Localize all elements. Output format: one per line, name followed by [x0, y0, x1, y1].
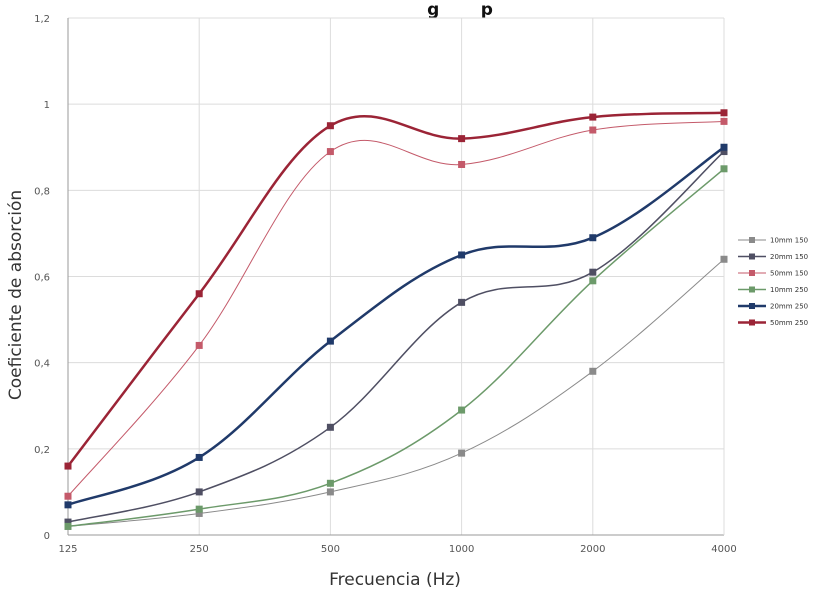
chart-title: g p	[427, 0, 493, 20]
data-point-10mm-250	[196, 506, 203, 513]
legend-label-10mm-150: 10mm 150	[770, 237, 808, 245]
x-tick-label: 125	[58, 544, 77, 555]
data-point-50mm-250	[327, 122, 334, 129]
series-line-10mm-250	[68, 169, 724, 527]
data-point-50mm-150	[65, 493, 72, 500]
legend-swatch-marker-20mm-150	[749, 254, 755, 260]
legend-label-20mm-150: 20mm 150	[770, 253, 808, 261]
y-tick-label: 1	[44, 100, 50, 111]
data-point-50mm-150	[589, 127, 596, 134]
y-axis-label: Coeficiente de absorción	[6, 190, 26, 400]
legend-label-50mm-250: 50mm 250	[770, 319, 808, 327]
data-point-10mm-150	[589, 368, 596, 375]
legend-swatch-marker-20mm-250	[749, 303, 755, 309]
data-point-50mm-150	[458, 161, 465, 168]
legend-swatch-marker-50mm-250	[749, 320, 755, 326]
data-point-10mm-250	[65, 523, 72, 530]
data-point-20mm-150	[196, 488, 203, 495]
y-tick-label: 1,2	[34, 14, 50, 25]
x-tick-label: 250	[190, 544, 209, 555]
legend-swatch-marker-10mm-150	[749, 237, 755, 243]
y-tick-label: 0,4	[34, 359, 50, 370]
x-tick-label: 2000	[580, 544, 605, 555]
data-point-10mm-250	[721, 165, 728, 172]
x-tick-label: 1000	[449, 544, 474, 555]
data-point-20mm-150	[458, 299, 465, 306]
data-point-50mm-150	[196, 342, 203, 349]
tick-labels: 0 0,2 0,4 0,6 0,8 1 1,2 125 250 500 1000 2000 4000	[34, 14, 737, 555]
series-lines	[65, 109, 728, 530]
x-tick-label: 4000	[711, 544, 736, 555]
legend-label-50mm-150: 50mm 150	[770, 270, 808, 278]
data-point-10mm-150	[458, 450, 465, 457]
legend-label-20mm-250: 20mm 250	[770, 303, 808, 311]
data-point-10mm-150	[721, 256, 728, 263]
legend-swatch-marker-50mm-150	[749, 270, 755, 276]
data-point-50mm-250	[721, 109, 728, 116]
y-tick-label: 0,6	[34, 273, 50, 284]
x-tick-label: 500	[321, 544, 340, 555]
legend: 10mm 150 20mm 150 50mm 150 10mm 250 20mm 250…	[738, 237, 808, 328]
grid	[68, 18, 724, 535]
data-point-50mm-250	[196, 290, 203, 297]
data-point-10mm-250	[458, 407, 465, 414]
data-point-20mm-250	[721, 144, 728, 151]
y-tick-label: 0,2	[34, 445, 50, 456]
series-line-50mm-150	[68, 121, 724, 496]
data-point-20mm-250	[589, 234, 596, 241]
data-point-20mm-150	[589, 269, 596, 276]
data-point-50mm-250	[589, 114, 596, 121]
series-line-20mm-250	[68, 147, 724, 505]
series-line-50mm-250	[68, 113, 724, 466]
data-point-20mm-250	[196, 454, 203, 461]
data-point-20mm-150	[327, 424, 334, 431]
legend-swatch-marker-10mm-250	[749, 287, 755, 293]
x-axis-label: Frecuencia (Hz)	[329, 570, 461, 590]
data-point-20mm-250	[65, 501, 72, 508]
data-point-50mm-250	[65, 463, 72, 470]
data-point-20mm-250	[327, 338, 334, 345]
legend-label-10mm-250: 10mm 250	[770, 286, 808, 294]
y-tick-label: 0,8	[34, 186, 50, 197]
data-point-10mm-250	[589, 277, 596, 284]
data-point-50mm-250	[458, 135, 465, 142]
data-point-10mm-250	[327, 480, 334, 487]
data-point-10mm-150	[327, 488, 334, 495]
series-line-10mm-150	[68, 259, 724, 526]
data-point-50mm-150	[327, 148, 334, 155]
data-point-50mm-150	[721, 118, 728, 125]
y-tick-label: 0	[44, 531, 50, 542]
data-point-20mm-250	[458, 251, 465, 258]
